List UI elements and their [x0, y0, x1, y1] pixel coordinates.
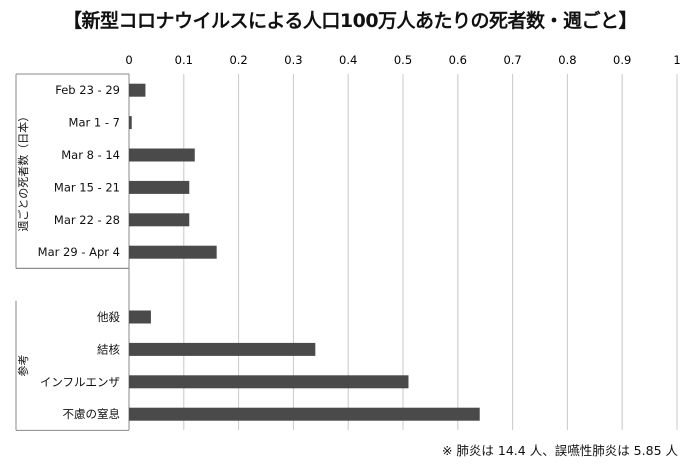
- footnote: ※ 肺炎は 14.4 人、誤嚥性肺炎は 5.85 人: [441, 443, 678, 458]
- x-tick-label: 0.7: [503, 53, 521, 67]
- x-tick-label: 0.3: [284, 53, 302, 67]
- category-label: Mar 1 - 7: [69, 116, 120, 130]
- x-tick-label: 0: [125, 53, 132, 67]
- bar: [129, 342, 316, 356]
- x-tick-label: 0.4: [339, 53, 357, 67]
- bar: [129, 407, 480, 421]
- category-label: Mar 29 - Apr 4: [38, 245, 120, 259]
- category-label: 不慮の窒息: [63, 407, 121, 421]
- x-tick-label: 0.9: [613, 53, 631, 67]
- bar: [129, 245, 217, 259]
- x-tick-label: 1: [673, 53, 680, 67]
- bar: [129, 83, 146, 97]
- bar: [129, 213, 190, 227]
- category-label: Mar 22 - 28: [54, 213, 120, 227]
- bar: [129, 116, 132, 130]
- x-tick-label: 0.5: [394, 53, 412, 67]
- category-label: Feb 23 - 29: [55, 83, 120, 97]
- category-label: Mar 8 - 14: [61, 148, 120, 162]
- group-label: 参考: [16, 355, 30, 377]
- x-tick-label: 0.6: [449, 53, 467, 67]
- category-label: 他殺: [97, 310, 120, 324]
- category-label: インフルエンザ: [40, 375, 120, 389]
- chart-title: 【新型コロナウイルスによる人口100万人あたりの死者数・週ごと】: [62, 10, 638, 32]
- x-tick-label: 0.8: [558, 53, 576, 67]
- x-tick-label: 0.2: [229, 53, 247, 67]
- bar: [129, 148, 195, 162]
- group-label: 週ごとの死者数（日本）: [16, 111, 30, 232]
- bar: [129, 310, 151, 324]
- category-label: Mar 15 - 21: [54, 180, 120, 194]
- bar: [129, 180, 190, 194]
- x-tick-label: 0.1: [175, 53, 193, 67]
- bar: [129, 375, 409, 389]
- category-label: 結核: [97, 342, 120, 356]
